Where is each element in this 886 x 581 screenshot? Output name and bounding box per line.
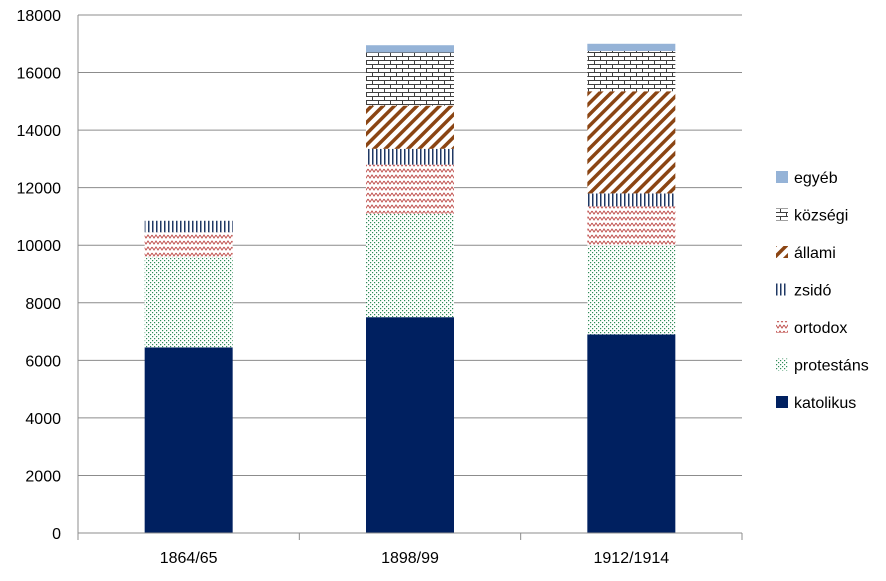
axes: 0 2000 4000 6000 8000 10000 12000 14000 16000 180… xyxy=(17,8,743,567)
legend-label: egyéb xyxy=(794,170,838,187)
bar-segment-községi xyxy=(366,52,454,106)
y-tick-label: 14000 xyxy=(17,123,62,140)
legend-label: katolikus xyxy=(794,395,856,412)
bar-segment-katolikus xyxy=(144,347,233,533)
legend-label: zsidó xyxy=(794,283,831,300)
legend-label: állami xyxy=(794,245,836,262)
bar-segment-ortodox xyxy=(587,206,676,246)
y-tick-label: 16000 xyxy=(17,66,62,83)
y-tick-label: 6000 xyxy=(25,353,61,370)
y-tick-label: 12000 xyxy=(17,181,62,198)
bar-segment-protestáns xyxy=(144,256,233,348)
bar-segment-katolikus xyxy=(366,317,454,533)
legend: egyéb községi állami zsidó ortodox protestáns… xyxy=(776,170,869,412)
legend-swatch-községi xyxy=(776,208,788,221)
y-tick-label: 18000 xyxy=(17,8,62,25)
y-tick-label: 0 xyxy=(52,526,61,543)
bar-segment-állami xyxy=(587,91,676,194)
x-tick-label: 1898/99 xyxy=(381,550,439,567)
bar-segment-katolikus xyxy=(587,334,676,533)
legend-label: ortodox xyxy=(794,320,847,337)
legend-swatch-ortodox xyxy=(776,321,788,333)
bars xyxy=(144,43,676,533)
y-tick-label: 4000 xyxy=(25,411,61,428)
bar-segment-zsidó xyxy=(144,220,233,233)
bar-segment-egyéb xyxy=(587,43,676,51)
bar-segment-ortodox xyxy=(144,232,233,257)
bar-segment-protestáns xyxy=(366,213,454,318)
legend-swatch-egyéb xyxy=(776,171,788,183)
legend-swatch-katolikus xyxy=(776,396,788,408)
bar-segment-állami xyxy=(366,105,454,149)
y-tick-label: 2000 xyxy=(25,468,61,485)
bar-segment-zsidó xyxy=(587,193,676,207)
bar-segment-zsidó xyxy=(366,148,454,165)
y-tick-label: 10000 xyxy=(17,238,62,255)
legend-label: községi xyxy=(794,208,848,225)
bar-segment-községi xyxy=(587,50,676,92)
y-tick-label: 8000 xyxy=(25,296,61,313)
x-tick-label: 1864/65 xyxy=(160,550,218,567)
x-tick-label: 1912/1914 xyxy=(594,550,670,567)
bar-segment-egyéb xyxy=(366,45,454,53)
legend-swatch-zsidó xyxy=(776,283,788,296)
legend-swatch-állami xyxy=(776,246,788,258)
legend-label: protestáns xyxy=(794,358,869,375)
bar-segment-ortodox xyxy=(366,164,454,214)
legend-swatch-protestáns xyxy=(776,358,788,371)
bar-segment-protestáns xyxy=(587,245,676,335)
